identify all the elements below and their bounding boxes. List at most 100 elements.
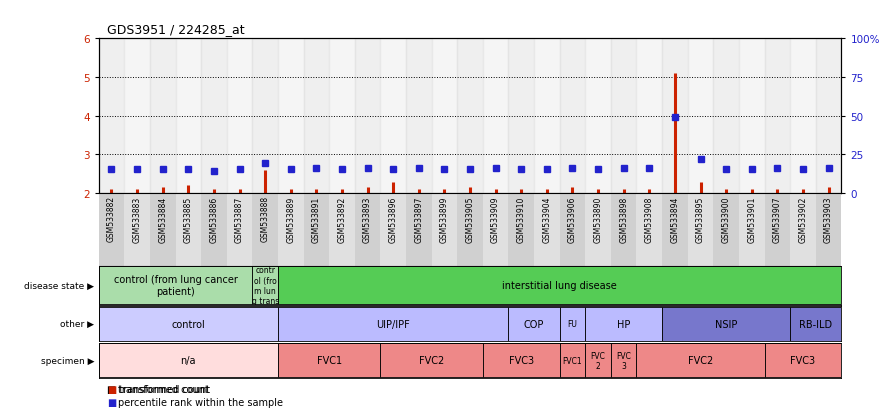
Bar — [99, 344, 278, 377]
Bar — [559, 344, 585, 377]
Text: other ▶: other ▶ — [60, 320, 94, 328]
Bar — [381, 39, 406, 194]
Text: GDS3951 / 224285_at: GDS3951 / 224285_at — [107, 23, 245, 36]
Text: GSM533892: GSM533892 — [337, 196, 346, 242]
Bar — [124, 194, 150, 266]
Bar — [765, 194, 790, 266]
Bar — [816, 39, 841, 194]
Bar — [765, 39, 790, 194]
Bar — [457, 194, 483, 266]
Bar — [252, 194, 278, 266]
Bar — [585, 39, 611, 194]
Text: GSM533886: GSM533886 — [210, 196, 218, 242]
Bar — [559, 39, 585, 194]
Bar — [611, 194, 636, 266]
Text: ■: ■ — [107, 384, 116, 394]
Text: FVC
2: FVC 2 — [590, 351, 605, 370]
Bar — [483, 344, 559, 377]
Text: GSM533888: GSM533888 — [261, 196, 270, 242]
Text: GSM533902: GSM533902 — [798, 196, 808, 242]
Bar — [611, 344, 636, 377]
Bar — [355, 194, 381, 266]
Text: GSM533885: GSM533885 — [184, 196, 193, 242]
Text: GSM533906: GSM533906 — [568, 196, 577, 242]
Bar — [99, 39, 124, 194]
Bar — [739, 39, 765, 194]
Bar — [252, 39, 278, 194]
Bar — [790, 39, 816, 194]
Bar — [457, 39, 483, 194]
Text: GSM533896: GSM533896 — [389, 196, 397, 242]
Text: RB-ILD: RB-ILD — [799, 319, 833, 329]
Text: GSM533905: GSM533905 — [465, 196, 475, 242]
Bar — [663, 194, 688, 266]
Text: percentile rank within the sample: percentile rank within the sample — [118, 396, 283, 407]
Bar — [508, 307, 559, 341]
Text: GSM533907: GSM533907 — [773, 196, 781, 242]
Text: FVC1: FVC1 — [316, 355, 342, 366]
Text: GSM533909: GSM533909 — [491, 196, 500, 242]
Bar — [508, 194, 534, 266]
Bar — [663, 307, 790, 341]
Text: n/a: n/a — [181, 355, 196, 366]
Bar — [278, 267, 841, 304]
Bar — [304, 39, 329, 194]
Bar — [99, 307, 278, 341]
Bar — [534, 194, 559, 266]
Bar — [559, 307, 585, 341]
Text: contr
ol (fro
m lun
g trans: contr ol (fro m lun g trans — [251, 266, 278, 306]
Bar — [201, 194, 226, 266]
Text: GSM533887: GSM533887 — [235, 196, 244, 242]
Bar — [175, 194, 201, 266]
Bar — [329, 194, 355, 266]
Text: GSM533889: GSM533889 — [286, 196, 295, 242]
Text: GSM533883: GSM533883 — [132, 196, 142, 242]
Text: FVC2: FVC2 — [688, 355, 713, 366]
Bar — [175, 39, 201, 194]
Bar — [688, 194, 714, 266]
Bar — [714, 194, 739, 266]
Bar — [226, 194, 252, 266]
Bar — [636, 39, 663, 194]
Bar — [765, 344, 841, 377]
Bar — [252, 267, 278, 304]
Bar — [432, 194, 457, 266]
Text: transformed count: transformed count — [118, 384, 209, 394]
Bar — [99, 194, 124, 266]
Bar — [585, 344, 611, 377]
Bar — [150, 194, 175, 266]
Text: GSM533894: GSM533894 — [670, 196, 679, 242]
Bar — [278, 194, 304, 266]
Bar — [816, 194, 841, 266]
Bar — [739, 194, 765, 266]
Bar — [381, 194, 406, 266]
Bar — [714, 39, 739, 194]
Bar — [663, 39, 688, 194]
Text: FVC3: FVC3 — [790, 355, 816, 366]
Text: control (from lung cancer
patient): control (from lung cancer patient) — [114, 275, 238, 297]
Text: GSM533891: GSM533891 — [312, 196, 321, 242]
Text: GSM533900: GSM533900 — [722, 196, 730, 242]
Bar — [790, 307, 841, 341]
Text: GSM533897: GSM533897 — [414, 196, 423, 242]
Text: GSM533890: GSM533890 — [594, 196, 603, 242]
Text: GSM533895: GSM533895 — [696, 196, 705, 242]
Bar — [585, 194, 611, 266]
Bar — [559, 194, 585, 266]
Text: FVC3: FVC3 — [508, 355, 534, 366]
Bar — [201, 39, 226, 194]
Bar — [99, 267, 252, 304]
Text: FVC1: FVC1 — [563, 356, 582, 365]
Text: GSM533903: GSM533903 — [824, 196, 833, 242]
Text: GSM533884: GSM533884 — [159, 196, 167, 242]
Text: GSM533899: GSM533899 — [440, 196, 449, 242]
Text: HP: HP — [617, 319, 631, 329]
Text: FU: FU — [567, 320, 577, 328]
Bar — [278, 307, 508, 341]
Bar — [355, 39, 381, 194]
Bar — [329, 39, 355, 194]
Bar — [304, 194, 329, 266]
Bar — [636, 194, 663, 266]
Text: FVC2: FVC2 — [419, 355, 444, 366]
Text: GSM533910: GSM533910 — [517, 196, 526, 242]
